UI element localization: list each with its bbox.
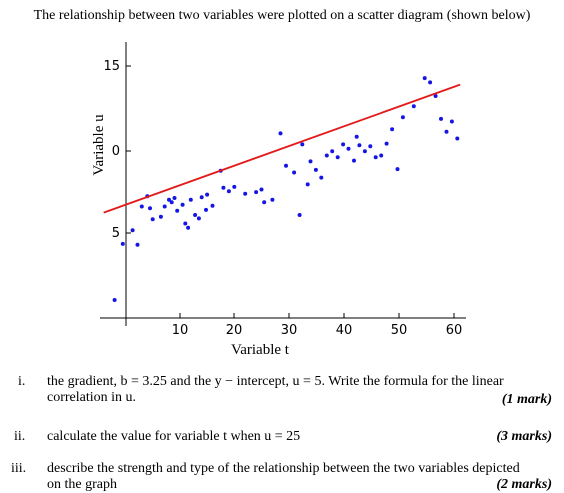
scatter-point (373, 155, 378, 160)
scatter-point (186, 225, 191, 230)
scatter-point (120, 241, 125, 246)
scatter-point (335, 155, 340, 160)
scatter-point (354, 134, 359, 139)
scatter-point (305, 182, 310, 187)
question-3-number: iii. (11, 461, 27, 476)
x-tick-label: 20 (226, 323, 243, 338)
scatter-point (188, 197, 193, 202)
x-tick-label: 60 (446, 323, 463, 338)
scatter-point (292, 170, 297, 175)
scatter-point (135, 242, 140, 247)
scatter-point (270, 197, 275, 202)
scatter-point (278, 131, 283, 136)
x-tick-label: 10 (172, 323, 189, 338)
scatter-point (193, 213, 198, 217)
question-1-number: i. (18, 374, 26, 389)
scatter-point (254, 190, 259, 195)
question-2-marks: (3 marks) (496, 429, 552, 444)
scatter-point (262, 200, 267, 205)
scatter-point (130, 228, 135, 233)
question-1-line-2: correlation in u. (47, 390, 137, 405)
trend-line (103, 83, 461, 214)
question-3-marks: (2 marks) (496, 477, 552, 492)
scatter-point (308, 159, 313, 164)
scatter-point (243, 191, 248, 196)
scatter-point (422, 76, 427, 81)
scatter-point (428, 80, 433, 85)
scatter-point (411, 104, 416, 109)
scatter-point (357, 143, 362, 148)
scatter-point (158, 214, 163, 219)
scatter-point (162, 204, 167, 209)
scatter-point (183, 221, 188, 226)
scatter-point (139, 204, 144, 209)
scatter-point (210, 203, 215, 208)
question-3-line-1: describe the strength and type of the re… (47, 461, 520, 476)
scatter-point (439, 116, 443, 121)
scatter-point (196, 216, 201, 221)
scatter-point (226, 189, 231, 194)
question-1-line-1: the gradient, b = 3.25 and the y − inter… (47, 374, 504, 389)
scatter-point (319, 175, 324, 180)
x-tick-label: 40 (336, 323, 353, 338)
scatter-point (313, 167, 318, 172)
scatter-point (330, 149, 335, 154)
scatter-point (169, 200, 174, 205)
scatter-point (352, 158, 356, 163)
x-axis-title: Variable t (231, 342, 290, 358)
question-2-number: ii. (14, 429, 26, 444)
scatter-point (362, 149, 367, 154)
scatter-point (150, 217, 155, 222)
y-tick-label: 5 (112, 226, 120, 241)
x-tick-label: 50 (391, 323, 408, 338)
scatter-point (395, 167, 400, 172)
scatter-point (297, 213, 302, 217)
scatter-point (148, 206, 152, 211)
scatter-point (384, 141, 389, 146)
scatter-point (112, 298, 117, 302)
scatter-point (324, 153, 329, 158)
axes (100, 42, 466, 326)
trendline (103, 83, 461, 214)
scatter-point (449, 119, 454, 124)
scatter-point (346, 146, 351, 151)
y-tick-label: 15 (103, 59, 120, 74)
question-3-line-2: on the graph (47, 477, 117, 492)
scatter-point (221, 185, 226, 190)
scatter-point (379, 153, 384, 158)
scatter-point (444, 129, 449, 134)
y-axis-title: Variable u (91, 114, 107, 176)
scatter-point (167, 197, 171, 202)
scatter-point (455, 136, 460, 141)
scatter-point (390, 127, 395, 132)
scatter-point (199, 195, 204, 200)
scatter-point (180, 202, 185, 207)
scatter-point (300, 142, 305, 147)
scatter-point (204, 207, 208, 212)
scatter-plot: 10 20 30 40 50 60 15 0 5 Variable t Variable u (91, 42, 466, 358)
scatter-point (172, 196, 177, 200)
scatter-point (433, 94, 438, 98)
scatter-point (232, 184, 237, 189)
x-tick-label: 30 (281, 323, 298, 338)
scatter-point (400, 115, 405, 120)
question-2-line-1: calculate the value for variable t when … (47, 429, 301, 444)
scatter-point (175, 208, 180, 213)
question-1-marks: (1 mark) (501, 392, 552, 407)
scatter-point (284, 163, 288, 168)
y-tick-label: 0 (112, 144, 120, 159)
scatter-point (341, 142, 346, 147)
scatter-point (259, 187, 264, 192)
axis-labels: 10 20 30 40 50 60 15 0 5 Variable t Variable u (91, 59, 462, 358)
intro-text: The relationship between two variables w… (33, 8, 531, 23)
scatter-point (205, 192, 210, 197)
data-points (112, 76, 460, 302)
scatter-point (368, 144, 373, 149)
